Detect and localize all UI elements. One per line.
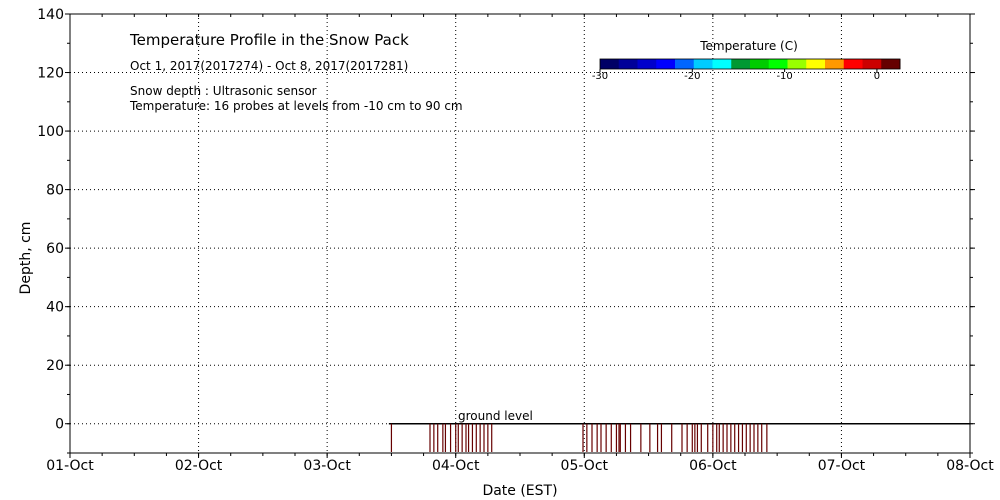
- y-tick-label: 40: [46, 300, 64, 316]
- snow-depth-note: Snow depth : Ultrasonic sensor: [130, 84, 317, 98]
- chart-title: Temperature Profile in the Snow Pack: [129, 31, 409, 49]
- x-tick-label: 04-Oct: [432, 458, 480, 474]
- x-tick-label: 01-Oct: [46, 458, 94, 474]
- colorbar-segment: [843, 59, 863, 69]
- colorbar-segment: [637, 59, 657, 69]
- plot-data: [388, 422, 970, 452]
- ground-level-label: ground level: [458, 409, 533, 423]
- colorbar-segment: [600, 59, 620, 69]
- colorbar-title: Temperature (C): [699, 39, 798, 53]
- colorbar-segment: [656, 59, 676, 69]
- colorbar-segment: [825, 59, 845, 69]
- x-tick-label: 08-Oct: [946, 458, 994, 474]
- colorbar-segment: [768, 59, 788, 69]
- x-axis-label: Date (EST): [482, 483, 557, 499]
- date-range-text: Oct 1, 2017(2017274) - Oct 8, 2017(20172…: [130, 59, 408, 73]
- colorbar-frame: [599, 58, 901, 70]
- colorbar-segment: [618, 59, 638, 69]
- axes: 0 20 40 60 80 100 120 140 01-Oct 02-Oct 03-Oct 04-O…: [37, 7, 994, 474]
- colorbar-segment: [881, 59, 901, 69]
- colorbar-segment: [806, 59, 826, 69]
- x-tick-label: 03-Oct: [303, 458, 351, 474]
- colorbar-segment: [862, 59, 882, 69]
- colorbar-segment: [731, 59, 751, 69]
- x-tick-label: 07-Oct: [818, 458, 866, 474]
- colorbar-tick-label: -30: [592, 71, 608, 82]
- colorbar-tick-label: -10: [776, 71, 792, 82]
- y-tick-label: 140: [37, 7, 64, 23]
- y-tick-label: 60: [46, 241, 64, 257]
- colorbar-segment: [712, 59, 732, 69]
- colorbar-segment: [750, 59, 770, 69]
- colorbar-segment: [693, 59, 713, 69]
- colorbar-tick-label: 0: [874, 71, 880, 82]
- y-tick-label: 0: [55, 417, 64, 433]
- y-tick-label: 20: [46, 358, 64, 374]
- temperature-colorbar: -30 -20 -10 0: [592, 58, 901, 82]
- colorbar-segment: [675, 59, 695, 69]
- x-tick-label: 02-Oct: [175, 458, 223, 474]
- temperature-note: Temperature: 16 probes at levels from -1…: [129, 99, 463, 113]
- y-tick-label: 120: [37, 66, 64, 82]
- x-tick-label: 05-Oct: [561, 458, 609, 474]
- y-axis-label: Depth, cm: [18, 222, 34, 295]
- y-tick-label: 100: [37, 124, 64, 140]
- colorbar-tick-label: -20: [684, 71, 700, 82]
- y-tick-label: 80: [46, 183, 64, 199]
- colorbar-segment: [787, 59, 807, 69]
- x-tick-label: 06-Oct: [689, 458, 737, 474]
